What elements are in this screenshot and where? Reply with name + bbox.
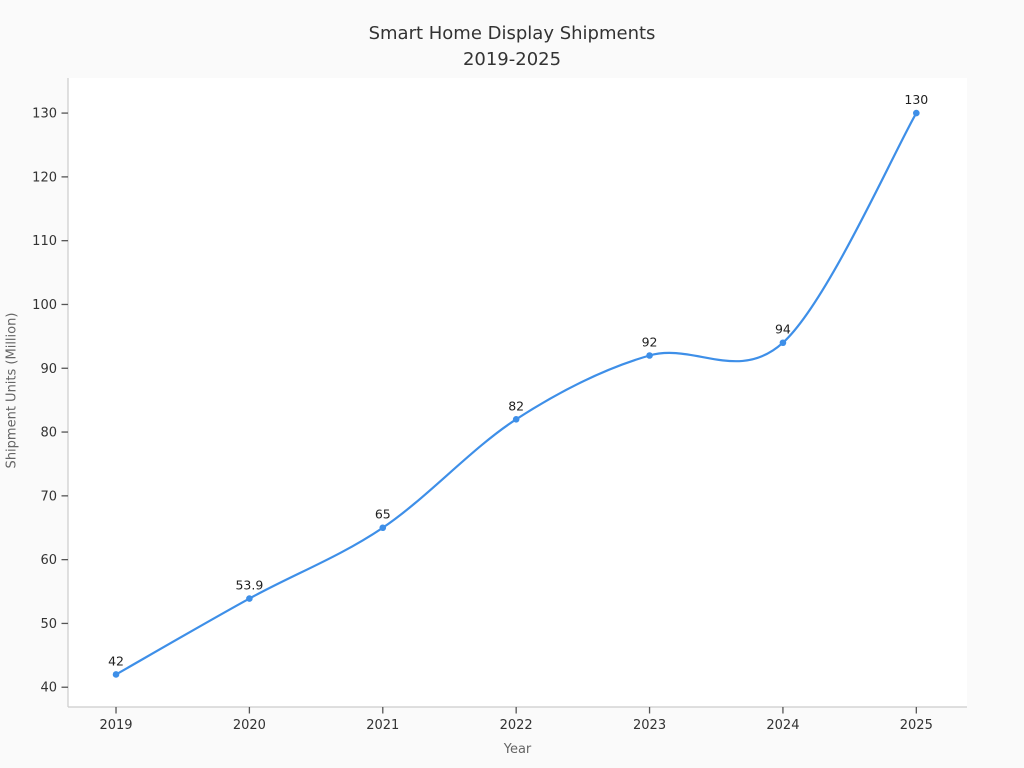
x-tick-label-2019: 2019 (99, 718, 132, 733)
chart-title: Smart Home Display Shipments (368, 23, 656, 44)
x-axis-label: Year (503, 742, 532, 757)
point-label-2023: 92 (642, 335, 658, 350)
point-labels: 42 53.9 65 82 92 94 130 (108, 92, 928, 668)
x-axis: 2019 2020 2021 2022 2023 2024 2025 (68, 706, 967, 733)
chart-subtitle: 2019-2025 (462, 49, 562, 70)
point-label-2020: 53.9 (235, 578, 263, 593)
y-tick-label-60: 60 (40, 553, 57, 568)
y-tick-label-40: 40 (40, 681, 57, 696)
y-tick-label-80: 80 (40, 426, 57, 441)
point-label-2019: 42 (108, 653, 124, 668)
point-label-2025: 130 (904, 92, 928, 107)
y-tick-label-100: 100 (32, 298, 57, 313)
x-tick-label-2023: 2023 (633, 718, 666, 733)
point-label-2022: 82 (508, 398, 524, 413)
y-tick-label-90: 90 (40, 362, 57, 377)
y-tick-label-120: 120 (32, 170, 57, 185)
chart-title-block: Smart Home Display Shipments 2019-2025 (0, 21, 1024, 73)
x-tick-label-2025: 2025 (900, 718, 933, 733)
data-point-2020 (246, 595, 253, 602)
data-points (112, 109, 920, 678)
y-tick-label-70: 70 (40, 489, 57, 504)
x-tick-label-2020: 2020 (233, 718, 266, 733)
data-point-2025 (913, 109, 920, 117)
x-tick-label-2024: 2024 (766, 718, 799, 733)
x-tick-label-2021: 2021 (366, 718, 399, 733)
y-axis-label: Shipment Units (Million) (4, 312, 20, 469)
plot-background (68, 78, 967, 707)
data-point-2021 (379, 524, 387, 532)
y-axis: 40 50 60 70 80 90 100 110 120 130 (32, 78, 69, 707)
x-tick-label-2022: 2022 (500, 718, 533, 733)
point-label-2024: 94 (775, 322, 791, 337)
data-point-2022 (512, 415, 520, 423)
data-point-2023 (646, 352, 653, 359)
y-tick-label-130: 130 (32, 107, 57, 122)
y-tick-label-50: 50 (40, 617, 57, 632)
y-tick-label-110: 110 (32, 234, 57, 249)
data-point-2019 (112, 671, 120, 678)
point-label-2021: 65 (375, 507, 391, 522)
data-point-2024 (779, 339, 787, 347)
